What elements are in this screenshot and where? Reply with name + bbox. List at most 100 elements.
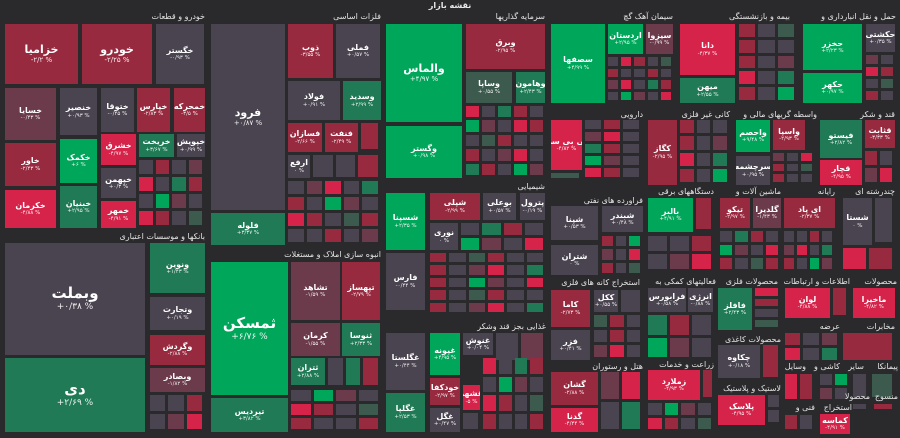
stock-tile-small[interactable] bbox=[585, 120, 601, 129]
stock-tile-small[interactable] bbox=[626, 345, 640, 357]
stock-tile-small[interactable] bbox=[785, 348, 801, 360]
stock-tile-small[interactable] bbox=[869, 248, 892, 269]
stock-tile-small[interactable] bbox=[720, 231, 733, 242]
stock-tile[interactable]: وبصادر -۱/۸۲ % bbox=[150, 368, 205, 392]
stock-tile-small[interactable] bbox=[865, 168, 877, 182]
stock-tile[interactable]: وهامون +۲/۴۳ % bbox=[516, 72, 545, 103]
stock-tile-small[interactable] bbox=[765, 258, 778, 269]
stock-tile-small[interactable] bbox=[648, 337, 667, 357]
stock-tile-small[interactable] bbox=[363, 358, 378, 385]
stock-tile-small[interactable] bbox=[139, 194, 153, 208]
stock-tile-small[interactable] bbox=[809, 244, 820, 256]
stock-tile-small[interactable] bbox=[604, 168, 620, 177]
stock-tile-small[interactable] bbox=[362, 181, 378, 194]
stock-tile-small[interactable] bbox=[503, 223, 522, 235]
stock-tile-small[interactable] bbox=[343, 229, 360, 242]
stock-tile-small[interactable] bbox=[466, 163, 479, 175]
stock-tile-small[interactable] bbox=[621, 68, 632, 77]
stock-tile[interactable]: خبنیان +۲/۹۵ % bbox=[60, 186, 97, 228]
stock-tile[interactable]: فرود +۰/۸۷ % bbox=[211, 24, 285, 210]
stock-tile-small[interactable] bbox=[594, 330, 608, 342]
stock-tile-small[interactable] bbox=[809, 231, 820, 242]
stock-tile-small[interactable] bbox=[313, 418, 333, 429]
stock-tile[interactable]: گشان -۲/۸۸ % bbox=[551, 372, 598, 405]
stock-tile-small[interactable] bbox=[803, 348, 819, 360]
stock-tile-small[interactable] bbox=[680, 120, 694, 134]
stock-tile-small[interactable] bbox=[602, 249, 613, 260]
stock-tile-small[interactable] bbox=[602, 262, 613, 273]
stock-tile-small[interactable] bbox=[498, 149, 511, 161]
stock-tile-small[interactable] bbox=[507, 253, 524, 263]
stock-tile-small[interactable] bbox=[514, 413, 528, 429]
stock-tile[interactable]: کرمان -۱/۵۵ % bbox=[291, 323, 340, 356]
stock-tile-small[interactable] bbox=[647, 91, 658, 100]
stock-tile-small[interactable] bbox=[466, 120, 479, 132]
stock-tile-small[interactable] bbox=[449, 253, 466, 263]
stock-tile-small[interactable] bbox=[468, 253, 485, 263]
stock-tile-small[interactable] bbox=[430, 290, 447, 300]
stock-tile-small[interactable] bbox=[608, 80, 619, 89]
stock-tile-small[interactable] bbox=[820, 388, 832, 399]
stock-tile-small[interactable] bbox=[822, 258, 832, 269]
stock-tile-small[interactable] bbox=[468, 302, 485, 312]
stock-tile-small[interactable] bbox=[822, 244, 832, 256]
stock-tile-small[interactable] bbox=[872, 374, 892, 397]
stock-tile-small[interactable] bbox=[150, 395, 166, 411]
stock-tile-small[interactable] bbox=[758, 24, 775, 37]
stock-tile-small[interactable] bbox=[524, 238, 543, 250]
stock-tile-small[interactable] bbox=[172, 160, 186, 174]
stock-tile-small[interactable] bbox=[784, 258, 794, 269]
stock-tile-small[interactable] bbox=[594, 345, 608, 357]
stock-tile-small[interactable] bbox=[777, 87, 794, 100]
stock-tile-small[interactable] bbox=[482, 120, 495, 132]
stock-tile-small[interactable] bbox=[514, 358, 528, 374]
stock-tile[interactable]: حخزر +۲/۲۳ % bbox=[803, 24, 862, 70]
stock-tile-small[interactable] bbox=[150, 413, 166, 429]
stock-tile-small[interactable] bbox=[648, 315, 667, 335]
stock-tile[interactable]: غپونه +۴/۹۵ % bbox=[430, 333, 460, 375]
stock-tile-small[interactable] bbox=[755, 309, 778, 317]
stock-tile-small[interactable] bbox=[768, 395, 779, 407]
stock-tile-small[interactable] bbox=[765, 231, 778, 242]
stock-tile-small[interactable] bbox=[482, 134, 495, 147]
stock-tile-small[interactable] bbox=[291, 390, 311, 401]
stock-tile-small[interactable] bbox=[835, 388, 847, 399]
stock-tile[interactable]: غگلستا +۰/۴۴ % bbox=[386, 333, 425, 390]
stock-tile-small[interactable] bbox=[610, 330, 624, 342]
stock-tile-small[interactable] bbox=[524, 223, 543, 235]
stock-tile-small[interactable] bbox=[335, 155, 356, 177]
stock-tile-small[interactable] bbox=[833, 288, 846, 315]
stock-tile-small[interactable] bbox=[822, 231, 832, 242]
stock-tile-small[interactable] bbox=[629, 249, 640, 260]
stock-tile-small[interactable] bbox=[155, 211, 169, 225]
stock-tile-small[interactable] bbox=[843, 248, 866, 269]
stock-tile-small[interactable] bbox=[681, 417, 695, 429]
stock-tile-small[interactable] bbox=[325, 213, 341, 226]
stock-tile-small[interactable] bbox=[498, 106, 511, 118]
stock-tile[interactable]: ونوین +۱/۴۳ % bbox=[150, 243, 205, 293]
stock-tile-small[interactable] bbox=[526, 290, 543, 300]
stock-tile-small[interactable] bbox=[488, 253, 505, 263]
stock-tile-small[interactable] bbox=[739, 87, 756, 100]
stock-tile-small[interactable] bbox=[853, 374, 866, 397]
stock-tile-small[interactable] bbox=[629, 262, 640, 273]
stock-tile-small[interactable] bbox=[186, 395, 202, 411]
stock-tile-small[interactable] bbox=[881, 67, 893, 76]
stock-tile-small[interactable] bbox=[713, 152, 727, 166]
stock-tile-small[interactable] bbox=[362, 229, 378, 242]
stock-tile-small[interactable] bbox=[483, 413, 496, 429]
stock-tile-small[interactable] bbox=[521, 333, 543, 360]
stock-tile-small[interactable] bbox=[496, 333, 518, 360]
stock-tile-small[interactable] bbox=[720, 258, 733, 269]
stock-tile[interactable]: خودکفا -۲/۹۷ % bbox=[430, 378, 460, 405]
stock-tile-small[interactable] bbox=[449, 302, 466, 312]
stock-tile-small[interactable] bbox=[777, 71, 794, 85]
stock-tile[interactable]: ماخیرا -۴/۸۲ % bbox=[853, 288, 895, 318]
stock-tile-small[interactable] bbox=[498, 376, 512, 392]
stock-tile[interactable]: کگاز -۲/۹۵ % bbox=[648, 120, 677, 185]
stock-tile-small[interactable] bbox=[739, 55, 756, 69]
stock-tile[interactable]: ارفع ۰ % bbox=[288, 155, 310, 178]
stock-tile[interactable]: سصفها +۴/۹۹ % bbox=[551, 24, 605, 103]
stock-tile-small[interactable] bbox=[336, 404, 356, 415]
stock-tile-small[interactable] bbox=[713, 168, 727, 182]
